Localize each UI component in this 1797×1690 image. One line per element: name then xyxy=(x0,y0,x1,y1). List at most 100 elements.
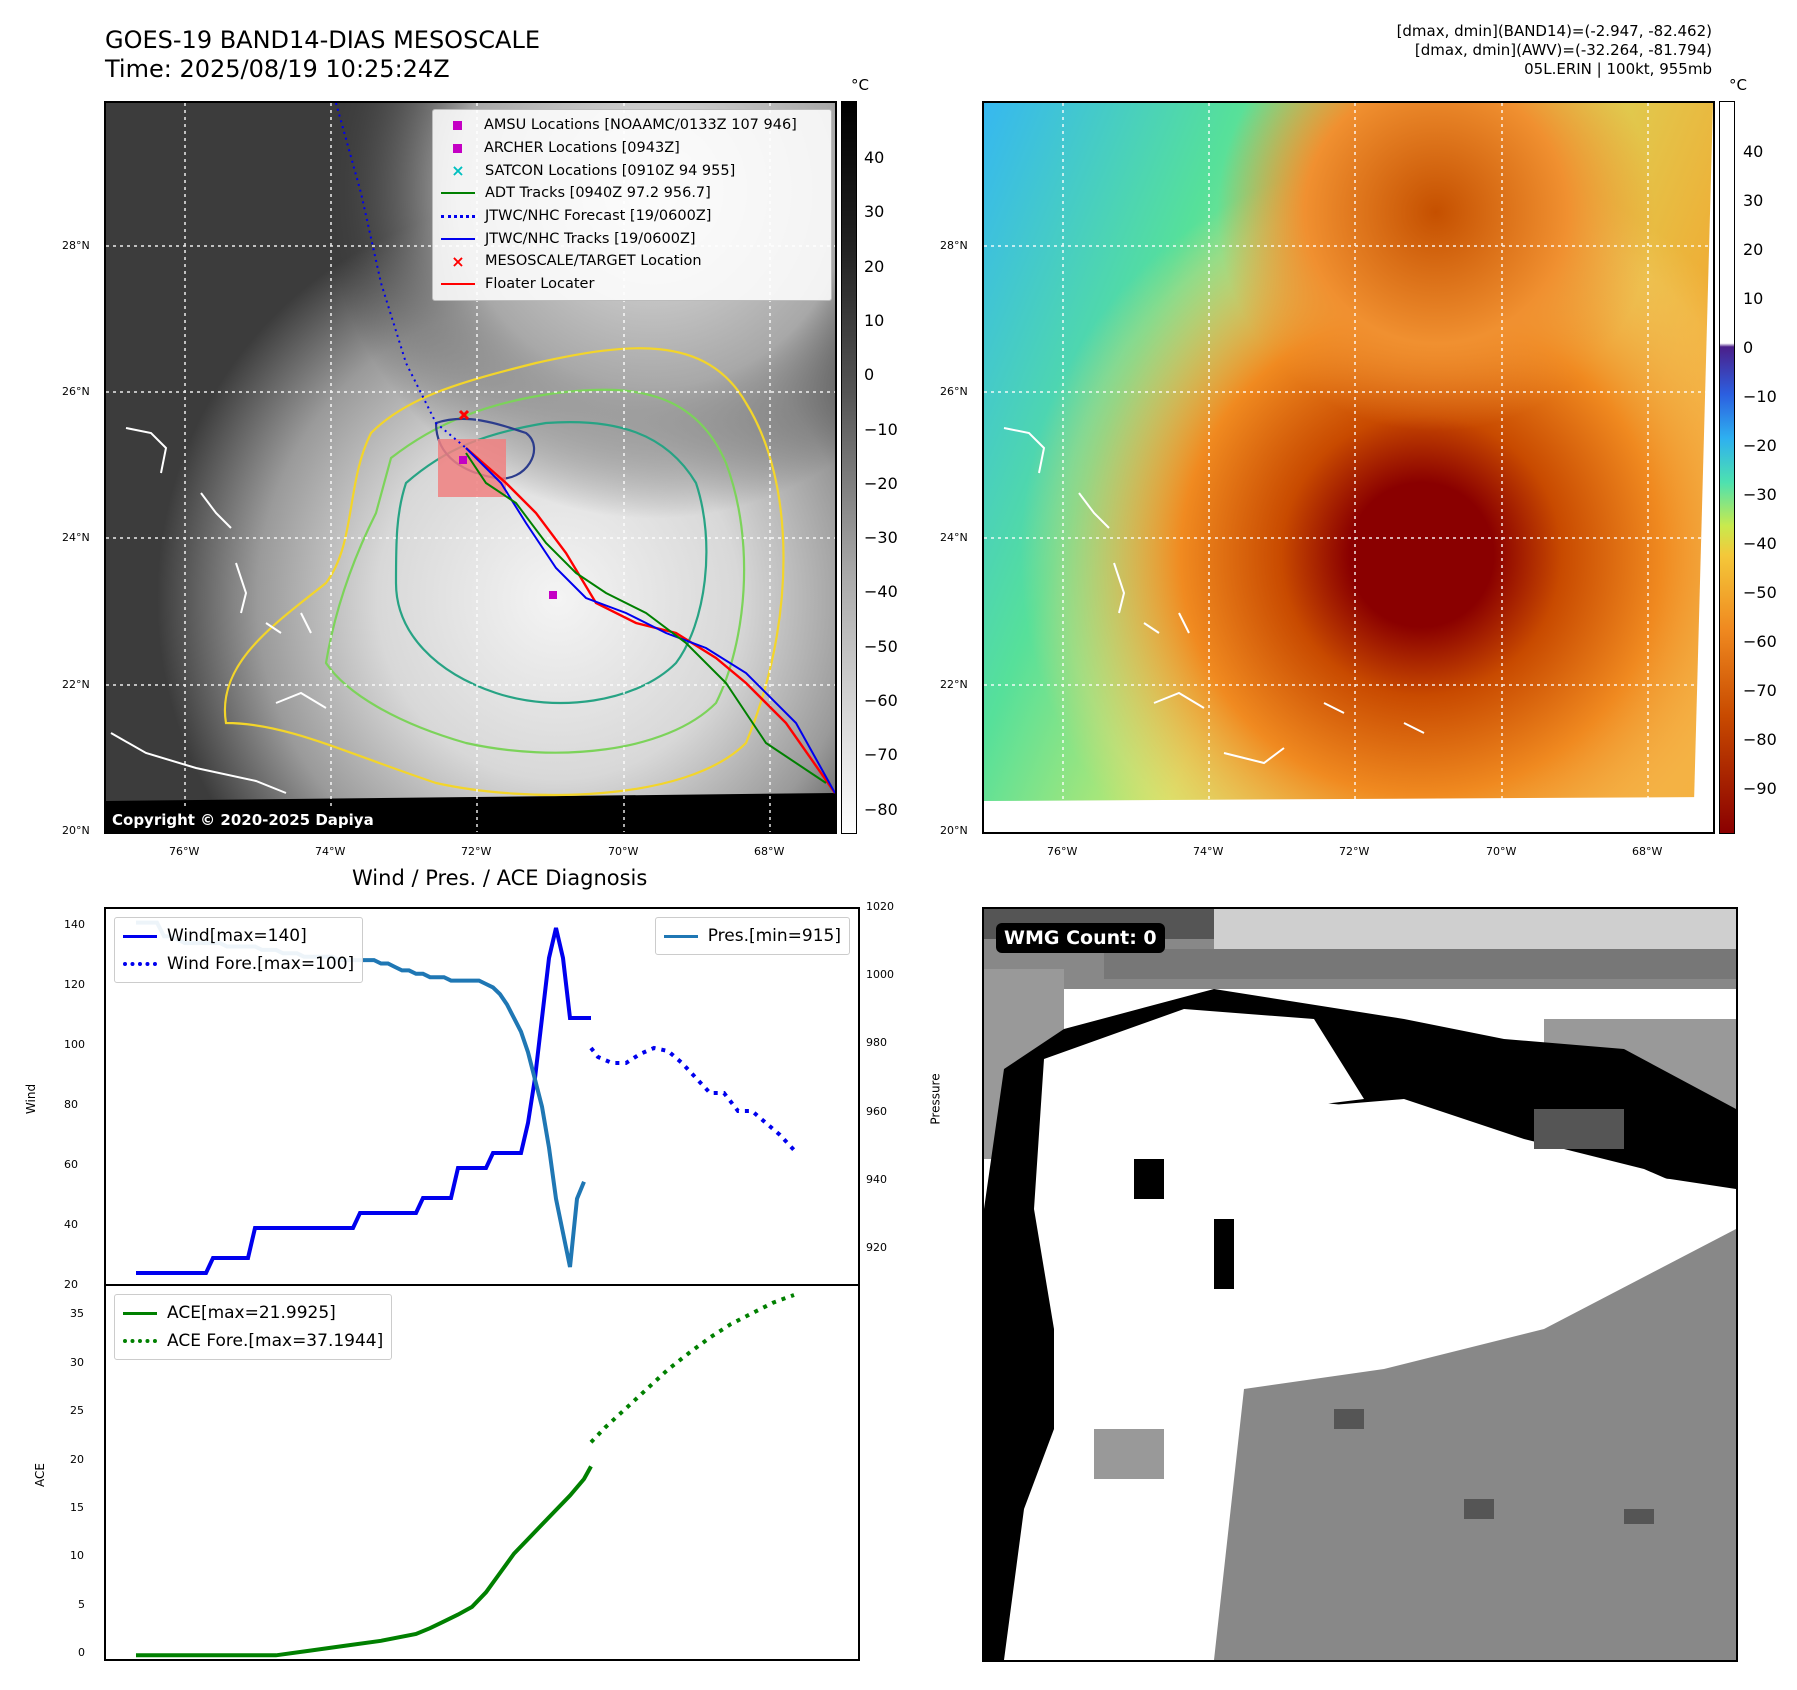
lon-tick-right: 68°W xyxy=(1632,845,1663,858)
ace-series-line xyxy=(136,1465,593,1658)
band14-colorbar-tick: −50 xyxy=(864,636,898,656)
copyright-badge: Copyright © 2020-2025 Dapiya xyxy=(106,808,380,832)
data-info: [dmax, dmin](BAND14)=(-2.947, -82.462) [… xyxy=(1397,22,1712,79)
lat-tick-left: 28°N xyxy=(62,239,90,252)
ace-tick: 35 xyxy=(70,1307,84,1321)
wind-legend: Wind[max=140] Wind Fore.[max=100] xyxy=(114,917,364,983)
awv-colorbar-tick: −40 xyxy=(1743,534,1777,553)
legend-swatch: × xyxy=(451,251,465,271)
legend-swatch xyxy=(441,283,475,286)
ace-forecast-line xyxy=(589,1293,795,1444)
pressure-tick: 980 xyxy=(866,1036,887,1050)
lon-tick-right: 74°W xyxy=(1193,845,1224,858)
legend-item: × SATCON Locations [0910Z 94 955] xyxy=(441,159,823,182)
contour-green xyxy=(324,388,746,754)
wind-tick: 20 xyxy=(64,1278,78,1291)
pressure-tick: 920 xyxy=(866,1240,887,1254)
awv-colorbar-tick: −90 xyxy=(1743,779,1777,798)
awv-colorbar xyxy=(1719,101,1735,834)
floater-track xyxy=(465,447,835,794)
ace-tick: 10 xyxy=(70,1549,84,1563)
awv-map-panel xyxy=(982,101,1715,834)
wind-fore-swatch xyxy=(123,962,157,966)
band14-colorbar-tick: −10 xyxy=(864,419,898,439)
legend-swatch xyxy=(441,237,475,240)
wind-tick: 80 xyxy=(64,1098,78,1111)
ace-tick: 5 xyxy=(78,1597,85,1611)
title-line-1: GOES-19 BAND14-DIAS MESOSCALE xyxy=(105,26,541,54)
lon-tick-left: 70°W xyxy=(608,845,639,858)
lat-tick-right: 22°N xyxy=(940,678,968,691)
band14-colorbar-tick: −70 xyxy=(864,745,898,765)
lat-tick-left: 26°N xyxy=(62,385,90,398)
lat-tick-right: 26°N xyxy=(940,385,968,398)
lon-tick-left: 72°W xyxy=(461,845,492,858)
info-line-1: [dmax, dmin](BAND14)=(-2.947, -82.462) xyxy=(1396,22,1712,40)
ace-tick: 15 xyxy=(70,1500,84,1514)
ace-tick: 30 xyxy=(70,1355,84,1369)
legend-label: ADT Tracks [0940Z 97.2 956.7] xyxy=(485,185,711,202)
legend-label: AMSU Locations [NOAAMC/0133Z 107 946] xyxy=(484,117,797,134)
contour-yellow xyxy=(223,347,785,797)
title-line-2: Time: 2025/08/19 10:25:24Z xyxy=(105,55,450,83)
archer-marker xyxy=(459,456,467,464)
wind-tick: 120 xyxy=(64,978,85,991)
pressure-tick: 960 xyxy=(866,1104,887,1118)
legend-item: JTWC/NHC Forecast [19/0600Z] xyxy=(441,205,823,228)
legend-swatch xyxy=(441,214,475,218)
legend-wind: Wind[max=140] xyxy=(123,922,354,950)
legend-swatch xyxy=(441,192,475,195)
mesoscale-target-marker xyxy=(458,409,470,421)
wmg-panel: WMG Count: 0 xyxy=(982,907,1738,1662)
band14-colorbar-tick: −80 xyxy=(864,799,898,819)
lat-tick-right: 28°N xyxy=(940,239,968,252)
ace-tick: 0 xyxy=(78,1646,85,1660)
band14-colorbar-tick: −30 xyxy=(864,528,898,548)
awv-colorbar-tick: −50 xyxy=(1743,583,1777,602)
legend-ace-fore-label: ACE Fore.[max=37.1944] xyxy=(167,1331,384,1351)
lon-tick-right: 70°W xyxy=(1486,845,1517,858)
awv-colorbar-tick: 10 xyxy=(1743,289,1764,308)
legend-label: JTWC/NHC Forecast [19/0600Z] xyxy=(485,208,712,225)
legend-wind-label: Wind[max=140] xyxy=(167,926,307,946)
awv-colorbar-unit: °C xyxy=(1729,76,1747,94)
awv-colorbar-tick: −70 xyxy=(1743,681,1777,700)
band14-colorbar-tick: 20 xyxy=(864,256,885,276)
awv-map xyxy=(984,103,1713,832)
pressure-axis-label: Pressure xyxy=(928,1073,943,1125)
pressure-legend: Pres.[min=915] xyxy=(654,917,850,955)
wind-series-line xyxy=(136,927,591,1275)
coastline-bahamas xyxy=(125,427,327,709)
wind-axis-label: Wind xyxy=(24,1083,39,1115)
awv-colorbar-tick: 20 xyxy=(1743,240,1764,259)
lon-tick-right: 76°W xyxy=(1047,845,1078,858)
wind-tick: 140 xyxy=(64,918,85,931)
legend-item: ADT Tracks [0940Z 97.2 956.7] xyxy=(441,182,823,205)
band14-colorbar xyxy=(841,101,857,834)
ace-panel: ACE[max=21.9925] ACE Fore.[max=37.1944] xyxy=(104,1284,860,1661)
awv-colorbar-tick: −80 xyxy=(1743,730,1777,749)
awv-colorbar-tick: −10 xyxy=(1743,387,1777,406)
band14-colorbar-tick: −20 xyxy=(864,473,898,493)
lat-tick-right: 24°N xyxy=(940,531,968,544)
ace-tick: 25 xyxy=(70,1404,84,1418)
legend-ace-label: ACE[max=21.9925] xyxy=(167,1303,336,1323)
legend-item: AMSU Locations [NOAAMC/0133Z 107 946] xyxy=(441,114,823,137)
pressure-tick: 1020 xyxy=(866,900,894,913)
band14-colorbar-tick: −60 xyxy=(864,691,898,710)
coastline-cuba xyxy=(110,732,287,794)
awv-colorbar-tick: 0 xyxy=(1743,338,1754,357)
adt-track xyxy=(465,452,827,784)
awv-colorbar-tick: −20 xyxy=(1743,436,1777,455)
info-line-3: 05L.ERIN | 100kt, 955mb xyxy=(1524,60,1712,78)
awv-colorbar-tick: 40 xyxy=(1743,142,1764,161)
legend-item: JTWC/NHC Tracks [19/0600Z] xyxy=(441,227,823,250)
legend-label: MESOSCALE/TARGET Location xyxy=(485,253,702,270)
legend-wind-fore-label: Wind Fore.[max=100] xyxy=(167,954,355,974)
band14-colorbar-tick: 0 xyxy=(864,365,875,385)
ace-tick: 20 xyxy=(70,1452,84,1466)
lon-tick-left: 68°W xyxy=(754,845,785,858)
forecast-track xyxy=(335,103,467,449)
lat-tick-left: 24°N xyxy=(62,531,90,544)
ace-legend: ACE[max=21.9925] ACE Fore.[max=37.1944] xyxy=(114,1294,393,1360)
